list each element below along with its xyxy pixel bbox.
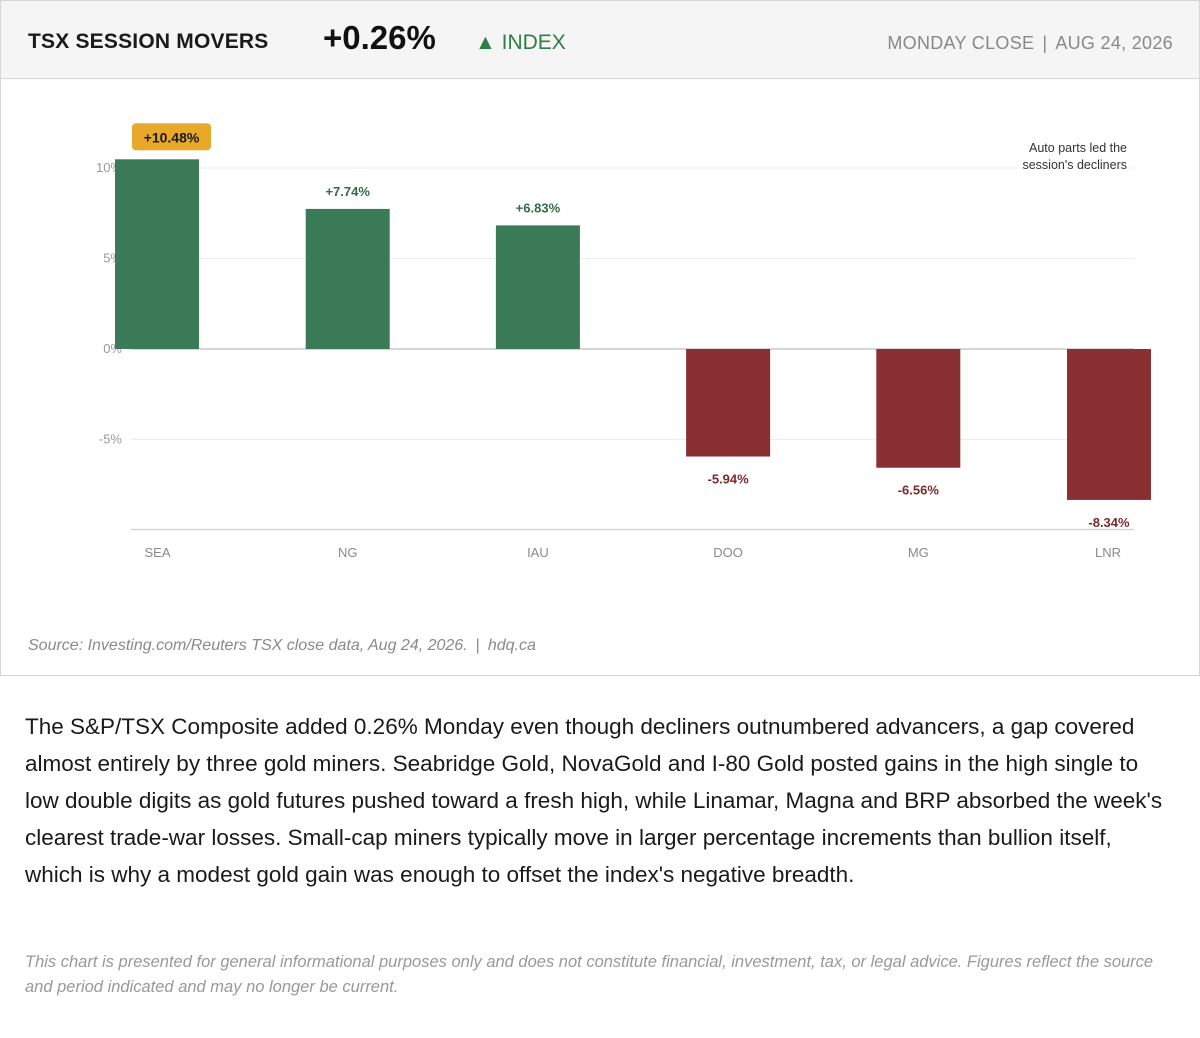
bar-lnr <box>1067 349 1151 500</box>
source-separator: | <box>475 637 480 654</box>
bar-chart: 10%5%0%-5%+10.48%SEA+7.74%NG+6.83%IAU-5.… <box>96 123 1151 560</box>
chart-annotation: Auto parts led the <box>1029 141 1127 155</box>
bar-ng <box>305 208 390 349</box>
x-tick-label: DOO <box>713 545 743 560</box>
index-change: +0.26% <box>323 19 436 56</box>
bar-iau <box>495 225 580 349</box>
article-body: The S&P/TSX Composite added 0.26% Monday… <box>25 714 1163 887</box>
x-tick-label: IAU <box>527 545 549 560</box>
date-separator: | <box>1042 33 1048 53</box>
value-label: -6.56% <box>898 483 940 498</box>
x-tick-label: NG <box>338 545 358 560</box>
value-label: -8.34% <box>1088 515 1130 530</box>
bar-mg <box>876 349 961 468</box>
index-label: ▲ INDEX <box>475 31 566 54</box>
value-label: +6.83% <box>516 200 561 215</box>
chart-card: TSX SESSION MOVERS +0.26% ▲ INDEX MONDAY… <box>0 0 1200 676</box>
bar-doo <box>686 349 771 457</box>
chart-annotation: session's decliners <box>1022 158 1127 172</box>
x-tick-label: LNR <box>1095 545 1121 560</box>
source-site: hdq.ca <box>487 637 536 654</box>
bar-sea <box>115 159 199 349</box>
session-label: MONDAY CLOSE <box>887 33 1035 53</box>
chart-title: TSX SESSION MOVERS <box>28 30 269 53</box>
source-text: Source: Investing.com/Reuters TSX close … <box>28 637 468 654</box>
value-label: -5.94% <box>707 472 749 487</box>
date-label: AUG 24, 2026 <box>1055 33 1173 53</box>
value-label: +7.74% <box>325 184 370 199</box>
x-tick-label: SEA <box>144 545 170 560</box>
session-date: MONDAY CLOSE | AUG 24, 2026 <box>887 33 1173 54</box>
y-tick-label: -5% <box>99 432 123 447</box>
chart-header: TSX SESSION MOVERS +0.26% ▲ INDEX MONDAY… <box>1 1 1199 79</box>
disclaimer: This chart is presented for general info… <box>25 953 1154 996</box>
x-tick-label: MG <box>908 545 929 560</box>
value-label: +10.48% <box>144 129 200 145</box>
highlight-badge <box>132 123 211 151</box>
source-line: Source: Investing.com/Reuters TSX close … <box>28 637 536 655</box>
